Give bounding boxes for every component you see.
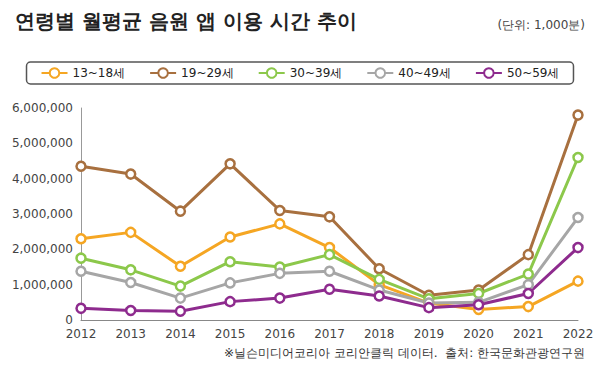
svg-text:2015: 2015 [215,327,246,341]
svg-text:2012: 2012 [66,327,97,341]
svg-text:1,000,000: 1,000,000 [12,278,73,292]
svg-text:2018: 2018 [364,327,395,341]
svg-text:3,000,000: 3,000,000 [12,207,73,221]
svg-text:(단위: 1,000분): (단위: 1,000분) [497,18,585,32]
svg-text:6,000,000: 6,000,000 [12,101,73,115]
svg-text:2014: 2014 [165,327,196,341]
svg-text:4,000,000: 4,000,000 [12,172,73,186]
svg-text:2020: 2020 [463,327,494,341]
svg-text:2021: 2021 [513,327,544,341]
svg-text:※닐슨미디어코리아 코리안클릭 데이터. 출처: 한국문화: ※닐슨미디어코리아 코리안클릭 데이터. 출처: 한국문화관광연구원 [224,346,585,360]
svg-text:2019: 2019 [414,327,445,341]
svg-text:50~59세: 50~59세 [507,66,560,80]
svg-text:2017: 2017 [314,327,345,341]
svg-text:2,000,000: 2,000,000 [12,242,73,256]
svg-text:19~29세: 19~29세 [181,66,234,80]
svg-text:2013: 2013 [115,327,146,341]
svg-text:2022: 2022 [563,327,594,341]
svg-text:40~49세: 40~49세 [398,66,451,80]
svg-text:2016: 2016 [265,327,296,341]
svg-text:연령별 월평균 음원 앱 이용 시간 추이: 연령별 월평균 음원 앱 이용 시간 추이 [15,9,357,33]
svg-text:5,000,000: 5,000,000 [12,136,73,150]
svg-text:0: 0 [65,313,73,327]
svg-text:13~18세: 13~18세 [73,66,126,80]
svg-text:30~39세: 30~39세 [290,66,343,80]
